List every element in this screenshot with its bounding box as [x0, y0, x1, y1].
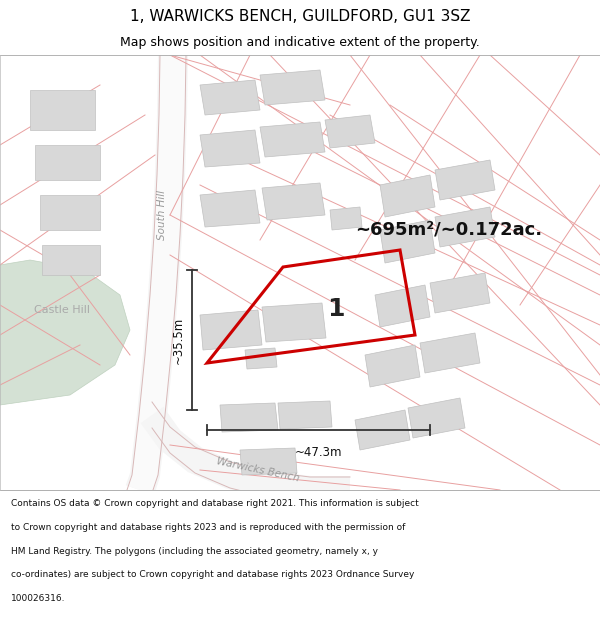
Polygon shape	[380, 175, 435, 217]
Polygon shape	[260, 122, 325, 157]
Polygon shape	[435, 207, 495, 247]
Text: 100026316.: 100026316.	[11, 594, 65, 603]
Polygon shape	[262, 183, 325, 220]
Text: Castle Hill: Castle Hill	[34, 305, 90, 315]
Polygon shape	[330, 207, 362, 230]
Polygon shape	[140, 407, 350, 504]
Polygon shape	[240, 448, 297, 475]
Text: 1, WARWICKS BENCH, GUILDFORD, GU1 3SZ: 1, WARWICKS BENCH, GUILDFORD, GU1 3SZ	[130, 9, 470, 24]
Polygon shape	[262, 303, 326, 342]
Polygon shape	[40, 195, 100, 230]
Polygon shape	[200, 130, 260, 167]
Text: ~695m²/~0.172ac.: ~695m²/~0.172ac.	[355, 221, 542, 239]
Text: 1: 1	[328, 297, 345, 321]
Polygon shape	[365, 345, 420, 387]
Polygon shape	[200, 310, 262, 350]
Polygon shape	[128, 55, 186, 494]
Polygon shape	[0, 260, 130, 405]
Polygon shape	[380, 220, 435, 263]
Polygon shape	[430, 273, 490, 313]
Polygon shape	[375, 285, 430, 327]
Polygon shape	[126, 55, 188, 495]
Polygon shape	[420, 333, 480, 373]
Text: ~47.3m: ~47.3m	[295, 446, 342, 459]
Text: Contains OS data © Crown copyright and database right 2021. This information is : Contains OS data © Crown copyright and d…	[11, 499, 419, 509]
Polygon shape	[200, 190, 260, 227]
Text: HM Land Registry. The polygons (including the associated geometry, namely x, y: HM Land Registry. The polygons (includin…	[11, 547, 378, 556]
Text: to Crown copyright and database rights 2023 and is reproduced with the permissio: to Crown copyright and database rights 2…	[11, 523, 405, 532]
Polygon shape	[408, 398, 465, 438]
Polygon shape	[220, 403, 278, 432]
Text: ~35.5m: ~35.5m	[172, 316, 185, 364]
Polygon shape	[278, 401, 332, 429]
Polygon shape	[325, 115, 375, 148]
Polygon shape	[260, 70, 325, 105]
Text: co-ordinates) are subject to Crown copyright and database rights 2023 Ordnance S: co-ordinates) are subject to Crown copyr…	[11, 571, 414, 579]
Polygon shape	[245, 348, 277, 369]
Text: Map shows position and indicative extent of the property.: Map shows position and indicative extent…	[120, 36, 480, 49]
Polygon shape	[30, 90, 95, 130]
Polygon shape	[435, 160, 495, 200]
Polygon shape	[35, 145, 100, 180]
Polygon shape	[42, 245, 100, 275]
Text: Warwicks Bench: Warwicks Bench	[215, 456, 301, 484]
Polygon shape	[355, 410, 410, 450]
Text: South Hill: South Hill	[157, 190, 167, 240]
Polygon shape	[200, 80, 260, 115]
